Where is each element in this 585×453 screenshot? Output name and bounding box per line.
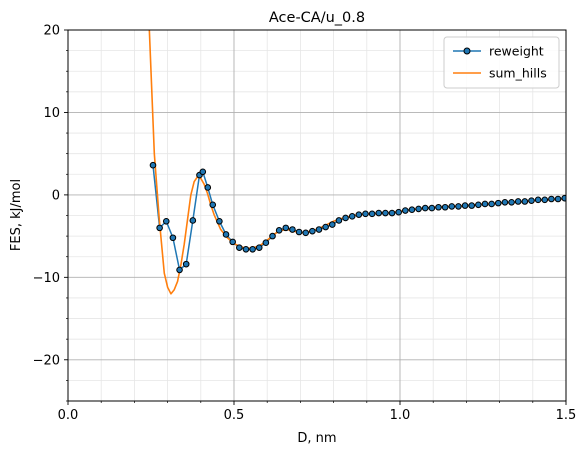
reweight-point: [501, 199, 509, 206]
reweight-point: [255, 244, 263, 251]
series-group: [148, 30, 566, 295]
reweight-point: [204, 184, 212, 191]
y-tick-label: −20: [33, 353, 60, 368]
reweight-point: [534, 196, 542, 204]
reweight-point: [375, 209, 383, 217]
reweight-point: [421, 204, 429, 212]
reweight-point: [275, 227, 283, 234]
reweight-point: [428, 204, 436, 212]
reweight-point: [309, 227, 316, 235]
legend-label-reweight: reweight: [489, 44, 544, 59]
reweight-point: [388, 209, 396, 217]
reweight-point: [528, 197, 535, 204]
reweight-point: [176, 266, 183, 274]
reweight-point: [315, 226, 323, 233]
plot-layer: [148, 30, 566, 295]
reweight-point: [209, 201, 217, 209]
reweight-point: [448, 203, 456, 210]
legend: reweight sum_hills: [443, 36, 560, 89]
reweight-point: [508, 199, 515, 206]
x-axis-label: D, nm: [297, 431, 336, 446]
reweight-point: [554, 195, 562, 203]
y-tick-label: 20: [43, 24, 60, 39]
reweight-point: [481, 200, 489, 208]
reweight-point: [289, 226, 296, 233]
reweight-point: [541, 196, 549, 204]
reweight-point: [335, 217, 343, 224]
reweight-point: [149, 161, 157, 169]
reweight-point: [162, 217, 170, 225]
reweight-point: [182, 260, 190, 268]
reweight-point: [216, 217, 223, 225]
reweight-point: [362, 210, 369, 218]
reweight-point: [395, 208, 402, 216]
reweight-point: [189, 217, 197, 224]
reweight-point: [455, 203, 462, 210]
reweight-point: [322, 223, 329, 231]
x-tick-label: 1.5: [556, 408, 577, 423]
reweight-point: [402, 207, 409, 214]
reweight-point: [548, 195, 555, 203]
legend-label-sum-hills: sum_hills: [489, 66, 547, 81]
reweight-point: [328, 221, 336, 228]
reweight-point: [382, 209, 389, 217]
reweight-point: [514, 198, 522, 205]
y-tick-label: 0: [52, 188, 60, 203]
reweight-point: [282, 224, 290, 232]
reweight-point: [156, 224, 163, 232]
reweight-point: [199, 168, 207, 176]
reweight-point: [415, 205, 422, 213]
reweight-point: [435, 203, 442, 211]
reweight-point: [169, 234, 177, 242]
reweight-point: [236, 244, 243, 251]
reweight-point: [302, 229, 310, 237]
reweight-point: [269, 232, 276, 240]
reweight-point: [348, 213, 356, 220]
reweight-point: [441, 203, 449, 211]
reweight-point: [242, 246, 250, 253]
reweight-point: [494, 199, 502, 207]
reweight-point: [262, 239, 270, 247]
reweight-point: [295, 228, 303, 236]
reweight-point: [368, 210, 376, 218]
chart-title: Ace-CA/u_0.8: [269, 10, 365, 26]
reweight-point: [408, 206, 416, 214]
reweight-point: [355, 211, 363, 218]
y-tick-label: −10: [33, 271, 60, 286]
reweight-point: [488, 200, 495, 208]
x-tick-label: 0.5: [224, 408, 245, 423]
x-tick-label: 1.0: [390, 408, 411, 423]
reweight-point: [521, 198, 529, 205]
reweight-point: [561, 194, 566, 202]
reweight-point: [461, 202, 469, 209]
reweight-point: [342, 214, 349, 222]
reweight-point: [249, 246, 256, 253]
tick-layer: 0.0 0.5 1.0 1.5 −20 −10 0 10 20: [33, 24, 577, 424]
y-axis-label: FES, kJ/mol: [9, 179, 24, 251]
reweight-point: [229, 238, 236, 246]
x-tick-label: 0.0: [58, 408, 79, 423]
reweight-point: [475, 201, 482, 209]
reweight-point: [222, 231, 230, 238]
y-tick-label: 10: [43, 106, 60, 121]
legend-box: [443, 36, 560, 89]
legend-marker-reweight: [463, 47, 471, 55]
reweight-point: [468, 202, 476, 209]
